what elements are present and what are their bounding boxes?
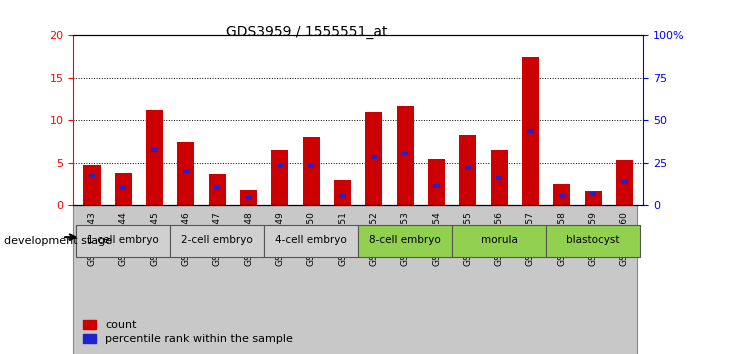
Bar [146, 110, 163, 205]
Bar [465, 166, 471, 170]
FancyBboxPatch shape [452, 225, 546, 257]
Bar [585, 191, 602, 205]
Bar [308, 164, 314, 168]
Bar [177, 142, 194, 205]
Bar [371, 155, 377, 159]
Bar [428, 159, 445, 205]
Bar [334, 180, 351, 205]
Bar [558, 194, 565, 198]
Bar [527, 129, 534, 133]
Bar [83, 165, 101, 205]
Text: 4-cell embryo: 4-cell embryo [276, 235, 347, 245]
Bar [621, 181, 628, 184]
FancyBboxPatch shape [170, 225, 264, 257]
Text: morula: morula [481, 235, 518, 245]
Bar [590, 192, 596, 196]
Bar [240, 190, 257, 205]
Text: blastocyst: blastocyst [567, 235, 620, 245]
FancyBboxPatch shape [73, 205, 637, 354]
Text: development stage: development stage [4, 236, 112, 246]
Bar [366, 112, 382, 205]
Bar [246, 196, 251, 200]
Bar [120, 186, 126, 190]
Text: 2-cell embryo: 2-cell embryo [181, 235, 253, 245]
Bar [115, 173, 132, 205]
FancyBboxPatch shape [76, 225, 170, 257]
Text: GDS3959 / 1555551_at: GDS3959 / 1555551_at [227, 25, 387, 39]
Bar [522, 57, 539, 205]
Legend: count, percentile rank within the sample: count, percentile rank within the sample [79, 315, 298, 348]
Bar [339, 194, 346, 198]
Bar [616, 160, 633, 205]
Bar [271, 150, 289, 205]
FancyBboxPatch shape [358, 225, 452, 257]
Bar [183, 169, 189, 173]
Bar [459, 135, 477, 205]
Bar [214, 186, 221, 190]
FancyBboxPatch shape [264, 225, 358, 257]
Text: 1-cell embryo: 1-cell embryo [87, 235, 159, 245]
Bar [303, 137, 319, 205]
Text: 8-cell embryo: 8-cell embryo [369, 235, 441, 245]
FancyBboxPatch shape [546, 225, 640, 257]
Bar [208, 174, 226, 205]
Bar [402, 152, 409, 155]
Bar [491, 150, 508, 205]
Bar [553, 184, 570, 205]
Bar [496, 176, 502, 180]
Bar [276, 164, 283, 168]
Bar [151, 148, 158, 152]
Bar [88, 173, 95, 177]
Bar [433, 184, 440, 188]
Bar [396, 106, 414, 205]
